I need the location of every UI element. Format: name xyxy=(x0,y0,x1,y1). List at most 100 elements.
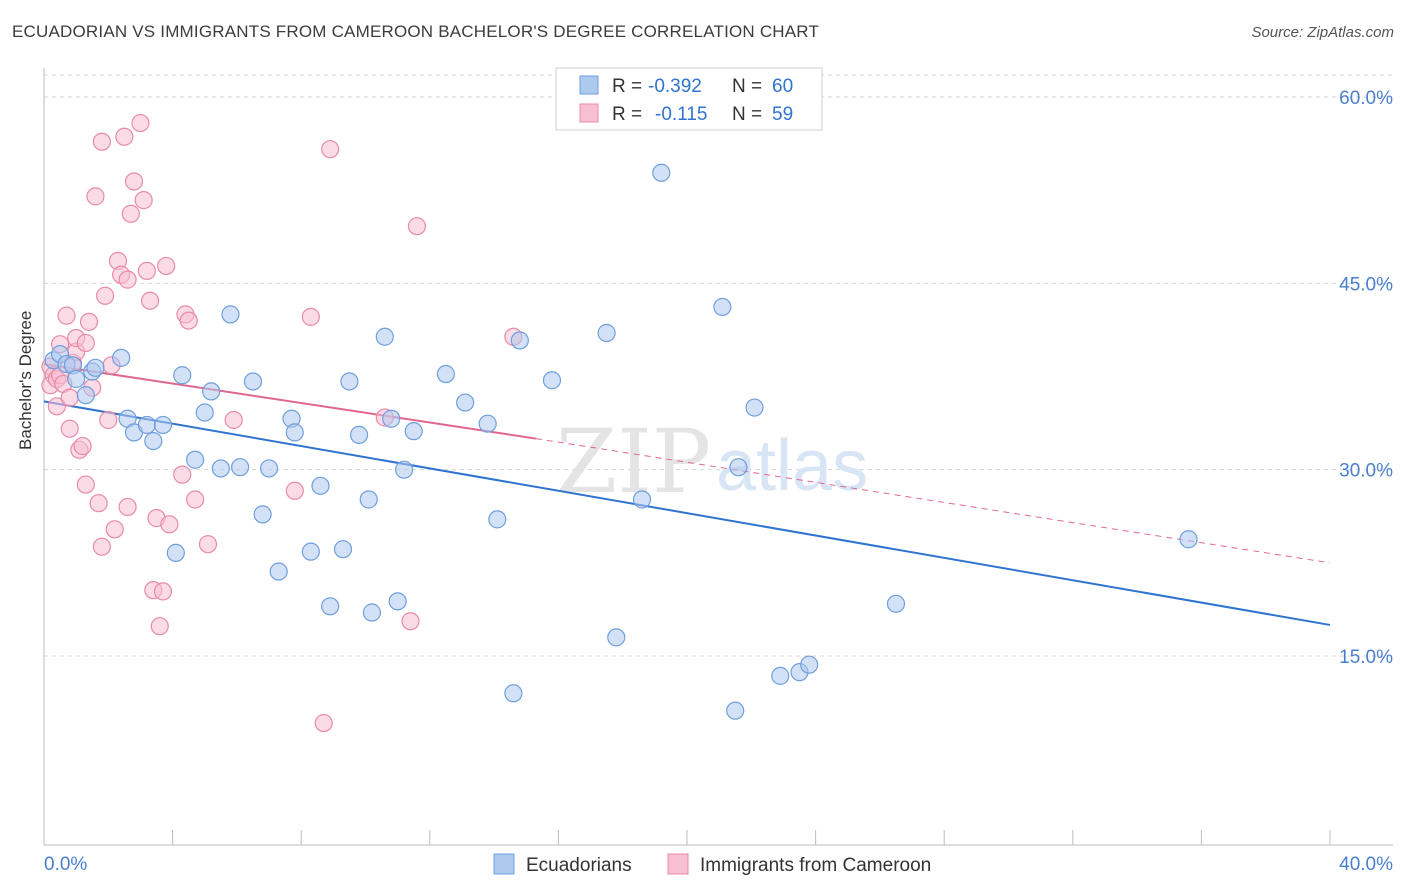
point-cameroon xyxy=(92,132,111,151)
point-ecuadorians xyxy=(771,666,790,685)
y-tick-label: 60.0% xyxy=(1339,88,1393,109)
point-ecuadorians xyxy=(259,459,279,478)
point-cameroon xyxy=(92,537,111,556)
point-cameroon xyxy=(89,494,108,513)
point-ecuadorians xyxy=(349,425,369,444)
legend-bottom-label-cameroon: Immigrants from Cameroon xyxy=(700,855,931,876)
legend-r-value-1: -0.392 xyxy=(648,76,702,97)
legend-r-label-2: R = xyxy=(612,104,642,125)
point-ecuadorians xyxy=(362,603,382,622)
point-cameroon xyxy=(115,127,134,146)
point-cameroon xyxy=(76,475,95,494)
trend-line-ecuadorians xyxy=(43,400,1331,626)
point-ecuadorians xyxy=(173,366,192,385)
point-cameroon xyxy=(124,172,144,191)
point-ecuadorians xyxy=(144,431,163,451)
point-ecuadorians xyxy=(211,459,230,478)
point-ecuadorians xyxy=(321,597,340,616)
point-ecuadorians xyxy=(202,382,221,401)
y-tick-label: 15.0% xyxy=(1339,647,1393,668)
point-cameroon xyxy=(314,713,333,733)
point-ecuadorians xyxy=(597,323,616,343)
point-cameroon xyxy=(60,388,79,407)
data-points xyxy=(41,113,1198,733)
point-cameroon xyxy=(134,191,153,210)
legend-r-value-2: -0.115 xyxy=(655,104,707,125)
point-cameroon xyxy=(321,140,340,159)
point-cameroon xyxy=(157,256,176,276)
point-cameroon xyxy=(105,520,124,539)
y-tick-label: 45.0% xyxy=(1339,274,1393,295)
point-cameroon xyxy=(401,612,420,631)
legend-series: Ecuadorians Immigrants from Cameroon xyxy=(493,853,931,876)
point-ecuadorians xyxy=(166,543,185,562)
point-cameroon xyxy=(173,465,192,484)
point-ecuadorians xyxy=(726,701,745,720)
legend-swatch-blue xyxy=(579,75,599,95)
point-ecuadorians xyxy=(800,655,819,674)
legend-bottom-swatch-pink xyxy=(667,853,689,875)
point-ecuadorians xyxy=(652,163,671,182)
point-ecuadorians xyxy=(456,393,475,412)
point-ecuadorians xyxy=(404,422,423,441)
point-ecuadorians xyxy=(436,364,455,384)
legend-stats: R = -0.392 N = 60 R = -0.115 N = 59 xyxy=(555,67,823,131)
trend-line-cameroon-extension xyxy=(535,438,1331,564)
point-cameroon xyxy=(57,306,76,325)
point-ecuadorians xyxy=(112,348,131,367)
point-ecuadorians xyxy=(510,331,529,350)
point-cameroon xyxy=(179,311,198,330)
y-tick-label: 30.0% xyxy=(1339,461,1393,482)
point-ecuadorians xyxy=(86,358,105,377)
legend-n-label-2: N = xyxy=(732,104,762,125)
point-ecuadorians xyxy=(729,458,748,477)
point-ecuadorians xyxy=(382,409,401,428)
point-cameroon xyxy=(47,397,66,416)
point-cameroon xyxy=(60,419,79,438)
legend-swatch-pink xyxy=(579,103,599,123)
chart-title: ECUADORIAN VS IMMIGRANTS FROM CAMEROON B… xyxy=(12,22,820,41)
point-cameroon xyxy=(95,286,115,305)
point-cameroon xyxy=(73,436,92,456)
axes xyxy=(43,68,1393,846)
point-cameroon xyxy=(131,113,150,133)
point-ecuadorians xyxy=(886,594,906,613)
point-cameroon xyxy=(150,617,169,636)
legend-stats-box xyxy=(555,67,823,131)
point-ecuadorians xyxy=(253,505,272,524)
point-cameroon xyxy=(153,582,173,601)
point-ecuadorians xyxy=(388,592,407,611)
point-ecuadorians xyxy=(221,305,240,324)
point-cameroon xyxy=(285,481,304,500)
point-ecuadorians xyxy=(340,372,359,391)
point-cameroon xyxy=(198,535,218,554)
point-cameroon xyxy=(224,410,243,430)
point-ecuadorians xyxy=(607,628,626,647)
point-ecuadorians xyxy=(333,540,353,559)
point-cameroon xyxy=(186,490,205,509)
point-cameroon xyxy=(118,270,137,289)
point-ecuadorians xyxy=(285,423,304,442)
point-cameroon xyxy=(86,187,105,206)
trend-line-cameroon xyxy=(43,363,537,440)
point-cameroon xyxy=(137,261,156,281)
point-ecuadorians xyxy=(375,327,394,346)
source-credit: Source: ZipAtlas.com xyxy=(1251,24,1394,41)
point-cameroon xyxy=(140,291,160,310)
legend-r-label-1: R = xyxy=(612,76,642,97)
y-tick-labels: 15.0% 30.0% 45.0% 60.0% xyxy=(1339,88,1393,668)
point-ecuadorians xyxy=(301,542,320,561)
point-cameroon xyxy=(407,217,427,236)
legend-n-value-1: 60 xyxy=(772,76,793,97)
point-ecuadorians xyxy=(632,490,652,509)
point-cameroon xyxy=(118,497,137,517)
point-ecuadorians xyxy=(745,398,764,417)
point-ecuadorians xyxy=(713,297,732,317)
legend-n-label-1: N = xyxy=(732,76,762,97)
point-ecuadorians xyxy=(243,372,263,391)
x-tick-label-max: 40.0% xyxy=(1339,854,1393,875)
x-tick-label-min: 0.0% xyxy=(44,854,87,875)
point-ecuadorians xyxy=(394,460,414,479)
point-cameroon xyxy=(160,515,179,534)
